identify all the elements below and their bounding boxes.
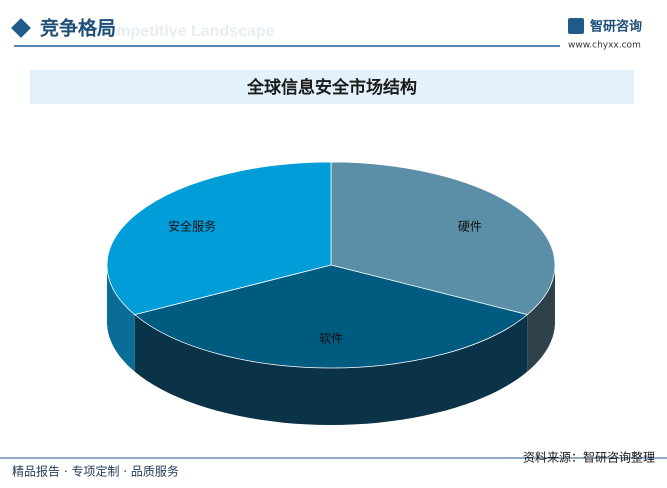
slice [133,264,529,369]
brand-url: www.chyxx.com [568,41,641,51]
header-title: 竞争格局 [40,17,116,40]
slice [330,161,556,316]
footer-left: 精品报告 · 专项定制 · 品质服务 [12,464,179,479]
header-watermark: Competitive Landscape [95,23,275,40]
chart-title: 全球信息安全市场结构 [246,77,417,98]
slice-label: 硬件 [458,220,482,234]
slice [106,161,332,316]
header-diamond [11,18,31,38]
slice-side [527,265,555,372]
slice-side [134,314,528,425]
slice-label: 软件 [319,332,343,346]
chart-title-box [30,70,634,104]
brand-logo [568,18,584,34]
footer-right: 资料来源：智研咨询整理 [523,450,655,465]
brand-name: 智研咨询 [590,19,642,35]
slice-side [107,265,135,372]
slice-label: 安全服务 [168,219,216,234]
